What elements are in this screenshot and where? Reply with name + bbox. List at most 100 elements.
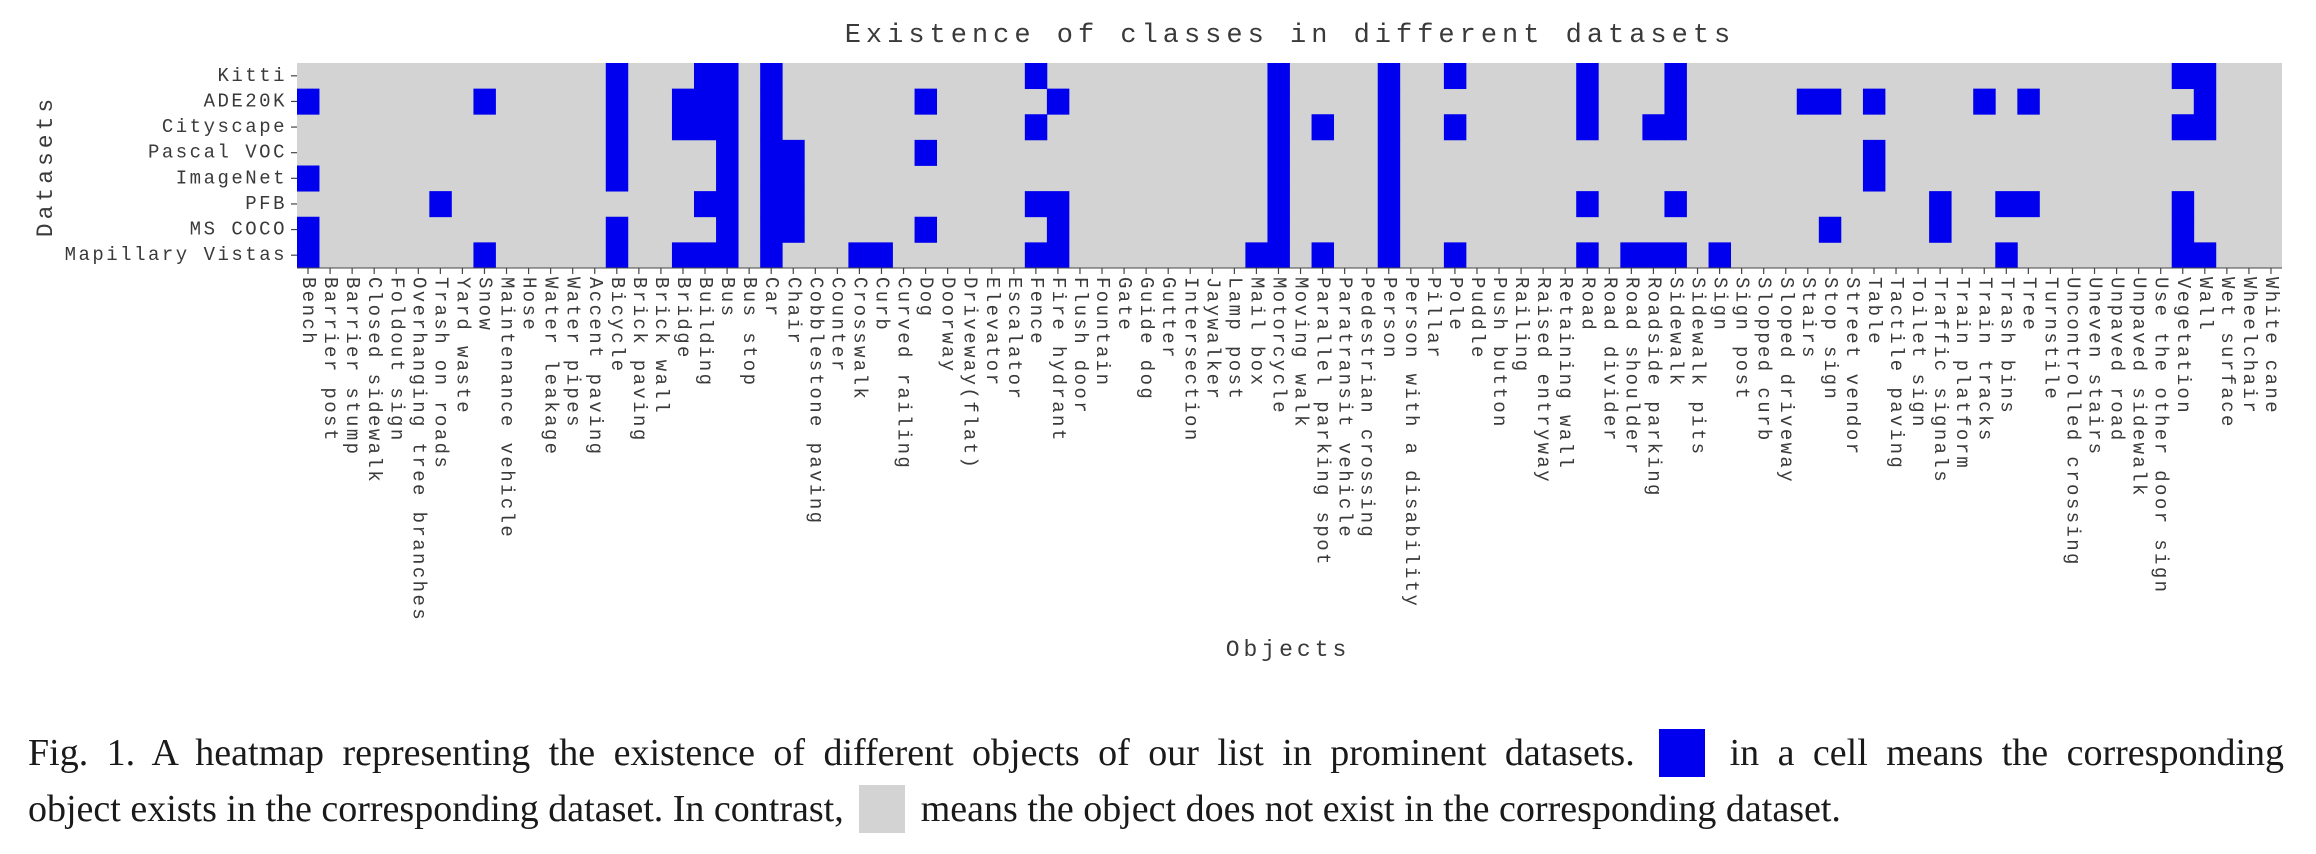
x-tick-label: Cobblestone paving — [804, 277, 826, 525]
x-tick-label: Train tracks — [1973, 277, 1995, 443]
heatmap-cell-present — [1377, 139, 1401, 166]
heatmap-cell-present — [473, 242, 496, 269]
heatmap-cell-present — [2017, 191, 2040, 218]
x-tick-label: Driveway(flat) — [959, 277, 981, 470]
heatmap-cell-present — [760, 139, 783, 166]
heatmap-cell-present — [760, 191, 783, 218]
heatmap-cell-present — [1267, 88, 1290, 115]
heatmap-cells — [297, 63, 2282, 269]
x-tick-label: Hose — [518, 277, 540, 332]
heatmap-cell-present — [1377, 63, 1401, 90]
heatmap-cell-present — [605, 165, 629, 192]
x-tick-label: Traffic signals — [1929, 277, 1951, 484]
heatmap-cell-present — [1377, 88, 1401, 115]
x-tick-label: Barrier post — [319, 277, 341, 443]
heatmap-cell-present — [605, 114, 629, 141]
x-tick-label: Sloped driveway — [1775, 277, 1797, 484]
x-tick-label: Moving walk — [1290, 277, 1312, 429]
y-axis-label: Datasets — [33, 95, 59, 237]
heatmap-cell-present — [760, 114, 783, 141]
heatmap-cell-present — [1046, 242, 1070, 269]
x-tick-label: Uncontrolled crossing — [2061, 277, 2083, 567]
x-tick-label: Gate — [1113, 277, 1135, 332]
heatmap-cell-present — [1708, 242, 1732, 269]
x-tick-label: Unpaved sidewalk — [2128, 277, 2150, 498]
x-tick-label: Train platform — [1951, 277, 1973, 470]
caption-text: in a cell means the corresponding — [1729, 732, 2285, 774]
caption-text: means the object does not exist in the c… — [920, 788, 1841, 830]
x-tick-label: Wet surface — [2216, 277, 2238, 429]
heatmap-cell-present — [671, 242, 695, 269]
x-tick-label: Trash on roads — [429, 277, 451, 470]
heatmap-cell-present — [1995, 242, 2018, 269]
heatmap-cell-present — [605, 216, 629, 243]
heatmap-cell-present — [760, 216, 783, 243]
x-tick-label: Paratransit vehicle — [1334, 277, 1356, 539]
x-tick-label: Brick wall — [650, 277, 672, 415]
y-tick-label: Pascal VOC — [148, 142, 287, 164]
heatmap-cell-present — [760, 88, 783, 115]
heatmap-cell-present — [1267, 216, 1290, 243]
y-tick-label: Cityscape — [162, 116, 287, 138]
heatmap-cell-present — [1664, 191, 1687, 218]
y-tick-label: MS COCO — [190, 219, 287, 241]
x-tick-label: Guide dog — [1135, 277, 1157, 401]
x-tick-label: Parallel parking spot — [1312, 277, 1334, 567]
x-tick-label: Lamp post — [1223, 277, 1245, 401]
x-tick-label: Chair — [782, 277, 804, 346]
x-tick-label: Water pipes — [562, 277, 584, 429]
x-tick-label: White cane — [2260, 277, 2282, 415]
heatmap-cell-present — [1046, 88, 1070, 115]
x-tick-label: Use the other door sign — [2150, 277, 2172, 594]
heatmap-cell-present — [1267, 242, 1290, 269]
x-tick-label: Yard waste — [451, 277, 473, 415]
x-tick-label: Retaining wall — [1554, 277, 1576, 470]
heatmap-cell-present — [1576, 63, 1599, 90]
x-tick-label: Fountain — [1091, 277, 1113, 387]
heatmap-cell-present — [782, 216, 805, 243]
x-tick-label: Intersection — [1179, 277, 1201, 443]
heatmap-cell-present — [1973, 88, 1996, 115]
heatmap-cell-present — [1046, 216, 1070, 243]
heatmap-cell-present — [1377, 191, 1401, 218]
heatmap-cell-present — [848, 242, 871, 269]
x-tick-label: Push button — [1488, 277, 1510, 429]
caption-line-2: object exists in the corresponding datas… — [28, 784, 2284, 834]
heatmap-cell-present — [2017, 88, 2040, 115]
heatmap-cell-present — [870, 242, 893, 269]
x-tick-labels: Bench Barrier post Barrier stump Closed sid… — [297, 267, 2282, 622]
heatmap-cell-present — [473, 88, 496, 115]
heatmap-cell-present — [914, 88, 938, 115]
x-tick-label: Raised entryway — [1532, 277, 1554, 484]
heatmap-cell-present — [716, 88, 739, 115]
heatmap-cell-present — [1377, 242, 1401, 269]
x-tick-label: Closed sidewalk — [363, 277, 385, 484]
caption-line-1: Fig. 1. A heatmap representing the exist… — [28, 728, 2284, 778]
heatmap-cell-present — [1024, 114, 1048, 141]
y-tick-label: ImageNet — [176, 167, 287, 189]
x-tick-label: Dog — [915, 277, 937, 318]
x-tick-label: Bicycle — [606, 277, 628, 374]
heatmap-cell-present — [1620, 242, 1643, 269]
heatmap-cell-present — [1245, 242, 1268, 269]
x-tick-label: Person with a disability — [1400, 277, 1422, 608]
x-tick-label: Turnstile — [2039, 277, 2061, 401]
heatmap-cell-present — [671, 88, 695, 115]
x-tick-label: Stairs — [1797, 277, 1819, 360]
x-tick-label: Escalator — [1003, 277, 1025, 401]
x-tick-label: Flush door — [1069, 277, 1091, 415]
x-tick-label: Fire hydrant — [1047, 277, 1069, 443]
heatmap-cell-present — [2171, 242, 2195, 269]
x-tick-label: Table — [1863, 277, 1885, 346]
x-tick-label: Fence — [1025, 277, 1047, 346]
x-tick-label: Foldout sign — [385, 277, 407, 443]
y-tick-labels: Kitti ADE20K Cityscape Pascal VOC ImageNet PF… — [65, 65, 297, 266]
heatmap-cell-present — [1267, 139, 1290, 166]
heatmap-cell-present — [2193, 63, 2217, 90]
heatmap-cell-present — [1664, 114, 1687, 141]
heatmap-cell-present — [1642, 114, 1665, 141]
heatmap-cell-present — [1576, 191, 1599, 218]
heatmap-cell-present — [605, 139, 629, 166]
heatmap-cell-present — [1664, 88, 1687, 115]
heatmap-cell-present — [1664, 63, 1687, 90]
